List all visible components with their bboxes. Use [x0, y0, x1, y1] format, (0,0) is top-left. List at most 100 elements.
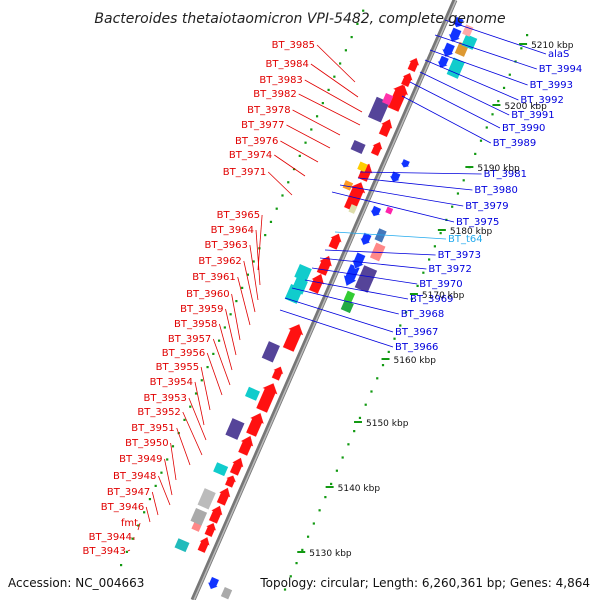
reverse-gene-arrow	[343, 263, 361, 287]
right-leader-line	[324, 249, 436, 256]
right-guide-dot	[283, 588, 287, 591]
topology-text: Topology: circular; Length: 6,260,361 bp…	[259, 576, 590, 590]
reverse-domain-box	[446, 57, 465, 79]
left-gene-label: BT_3962	[198, 256, 241, 267]
right-leader-line	[311, 267, 418, 285]
right-guide-dot	[491, 113, 494, 116]
right-leader-line	[409, 81, 501, 129]
left-gene-label: BT_3974	[229, 150, 272, 161]
forward-gene-arrow	[400, 72, 414, 88]
left-gene-label: BT_3985	[272, 40, 315, 51]
genome-backbone	[190, 0, 458, 600]
left-guide-dot	[125, 550, 128, 553]
right-guide-dot	[295, 562, 298, 565]
scale-tick-label: 5210 kbp	[531, 41, 574, 51]
right-guide-dot	[358, 416, 362, 420]
left-guide-dot	[287, 181, 290, 184]
left-gene-label: BT_3978	[247, 105, 290, 116]
left-gene-label: BT_3953	[143, 393, 186, 404]
right-gene-label: BT_3966	[395, 342, 438, 353]
reverse-gene-arrow	[437, 55, 450, 69]
right-gene-label: BT_3980	[474, 185, 517, 196]
left-leader-line	[206, 352, 223, 396]
trna-label: BT_t64	[448, 234, 483, 245]
right-guide-dot	[451, 205, 454, 208]
right-guide-dot	[370, 390, 373, 393]
left-gene-label: fmt	[121, 518, 138, 529]
forward-domain-box	[382, 93, 394, 106]
right-guide-dot	[364, 403, 367, 406]
forward-domain-box	[261, 341, 280, 363]
left-gene-label: BT_3949	[119, 454, 162, 465]
forward-gene-arrow	[237, 435, 254, 457]
right-guide-dot	[462, 179, 465, 182]
left-leader-line	[292, 109, 341, 136]
scale-tick-label: 5140 kbp	[338, 484, 381, 494]
left-guide-dot	[321, 101, 324, 105]
forward-domain-box	[174, 538, 190, 553]
left-guide-dot	[148, 497, 152, 501]
right-guide-dot	[479, 139, 483, 142]
reverse-gene-arrow	[441, 42, 456, 58]
right-gene-label: BT_3992	[520, 95, 563, 106]
accession-text: Accession: NC_004663	[8, 576, 144, 590]
left-gene-label: BT_3982	[253, 89, 296, 100]
left-guide-dot	[189, 405, 192, 408]
right-gene-label: BT_3969	[410, 294, 453, 305]
left-gene-label: BT_3957	[168, 334, 211, 345]
forward-gene-arrow	[204, 522, 217, 538]
forward-gene-arrow	[255, 382, 278, 414]
left-guide-dot	[275, 207, 278, 210]
reverse-domain-box	[462, 24, 474, 37]
forward-gene-arrow	[343, 181, 366, 213]
right-leader-line	[357, 177, 473, 191]
left-gene-label: BT_3956	[162, 348, 205, 359]
left-leader-line	[219, 323, 233, 371]
right-guide-dot	[376, 377, 379, 380]
left-gene-label: BT_3964	[211, 225, 254, 236]
left-gene-label: BT_3948	[113, 471, 156, 482]
reverse-gene-arrow	[351, 252, 366, 270]
left-leader-line	[170, 442, 177, 481]
right-gene-label: BT_3989	[493, 138, 536, 149]
right-leader-line	[284, 297, 394, 333]
left-guide-dot	[246, 273, 250, 276]
reverse-gene-arrow	[369, 205, 382, 217]
left-leader-line	[255, 229, 261, 286]
reverse-domain-box	[220, 587, 233, 600]
reverse-domain-box	[343, 290, 356, 303]
right-leader-line	[401, 95, 491, 144]
left-guide-dot	[298, 154, 301, 157]
right-leader-line	[291, 287, 399, 315]
reverse-domain-box	[374, 228, 387, 243]
right-guide-dot	[335, 469, 338, 472]
right-gene-label: alaS	[548, 49, 569, 60]
forward-domain-box	[197, 488, 216, 510]
right-gene-label: BT_3994	[539, 64, 582, 75]
right-guide-dot	[341, 456, 344, 459]
right-leader-line	[319, 257, 427, 270]
right-guide-dot	[520, 47, 523, 50]
left-leader-line	[310, 63, 359, 98]
left-guide-dot	[264, 233, 267, 237]
left-leader-line	[304, 79, 363, 113]
left-guide-dot	[344, 49, 347, 52]
left-guide-dot	[223, 326, 226, 329]
right-guide-dot	[404, 311, 408, 314]
left-guide-dot	[362, 9, 365, 12]
forward-domain-box	[190, 507, 208, 526]
forward-domain-box	[367, 96, 390, 123]
left-guide-dot	[356, 22, 359, 25]
left-leader-line	[182, 411, 203, 456]
left-leader-line	[151, 491, 159, 516]
left-guide-dot	[292, 167, 296, 171]
right-guide-dot	[387, 350, 390, 354]
right-guide-dot	[312, 522, 315, 525]
reverse-domain-box	[461, 34, 478, 50]
right-guide-dot	[428, 258, 431, 261]
right-gene-label: BT_3972	[428, 264, 471, 275]
left-leader-line	[127, 549, 131, 552]
right-guide-dot	[318, 509, 321, 512]
